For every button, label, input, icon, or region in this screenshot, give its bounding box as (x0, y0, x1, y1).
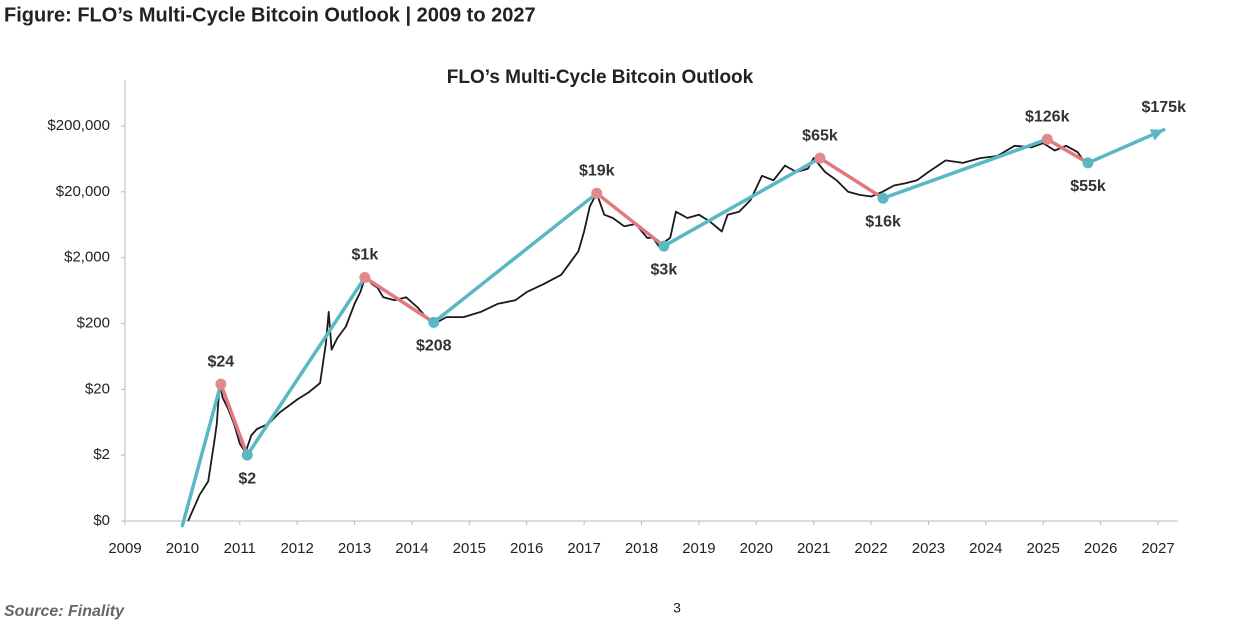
x-tick-label: 2024 (969, 540, 1002, 557)
value-label: $55k (1070, 178, 1106, 195)
y-tick-label: $200 (77, 314, 110, 331)
cycle-point (1082, 157, 1094, 169)
cycle-point (215, 378, 227, 390)
y-tick-label: $2 (93, 446, 110, 463)
cycle-segment (662, 156, 822, 248)
cycle-segment (180, 382, 223, 528)
cycle-point (877, 192, 889, 204)
x-tick-label: 2023 (912, 540, 945, 557)
y-tick-label: $0 (93, 512, 110, 529)
cycle-point (1041, 133, 1053, 145)
value-label: $126k (1025, 108, 1070, 125)
x-tick-label: 2009 (108, 540, 141, 557)
value-label: $24 (207, 353, 234, 370)
x-tick-label: 2027 (1141, 540, 1174, 557)
x-tick-label: 2011 (224, 540, 256, 557)
cycle-segment (1086, 128, 1166, 165)
cycle-segment (219, 382, 249, 457)
x-tick-label: 2012 (280, 540, 313, 557)
price-line (187, 142, 1085, 522)
x-tick-label: 2015 (453, 540, 486, 557)
x-tick-label: 2019 (682, 540, 715, 557)
cycle-segment (881, 137, 1049, 200)
x-tick-label: 2021 (797, 540, 830, 557)
page-title: Figure: FLO’s Multi-Cycle Bitcoin Outloo… (4, 4, 536, 26)
y-tick-label: $20 (85, 380, 110, 397)
value-label: $19k (579, 163, 615, 180)
arrowhead (1149, 129, 1164, 141)
value-label: $1k (352, 247, 379, 264)
x-tick-label: 2020 (740, 540, 773, 557)
cycle-segment (363, 275, 436, 325)
cycle-segment (1045, 137, 1090, 165)
cycle-point (658, 240, 670, 252)
page-number: 3 (673, 600, 681, 616)
cycle-segment (818, 156, 885, 200)
source: Source: Finality (4, 603, 125, 620)
x-tick-label: 2025 (1027, 540, 1060, 557)
cycle-point (814, 152, 826, 164)
value-label: $175k (1141, 99, 1186, 116)
cycle-point (591, 187, 603, 199)
x-tick-label: 2014 (395, 540, 428, 557)
x-tick-label: 2022 (854, 540, 887, 557)
x-tick-label: 2013 (338, 540, 371, 557)
value-label: $16k (865, 213, 901, 230)
y-tick-label: $2,000 (64, 249, 110, 266)
cycle-point (428, 316, 440, 328)
value-label: $3k (651, 261, 678, 278)
value-label: $65k (802, 127, 838, 144)
chart-title: FLO’s Multi-Cycle Bitcoin Outlook (447, 67, 754, 88)
y-tick-label: $20,000 (56, 183, 110, 200)
x-tick-label: 2018 (625, 540, 658, 557)
x-tick-label: 2017 (567, 540, 600, 557)
y-tick-label: $200,000 (47, 117, 110, 134)
value-label: $208 (416, 338, 452, 355)
cycle-point (241, 449, 253, 461)
x-tick-label: 2010 (166, 540, 199, 557)
cycle-point (359, 271, 371, 283)
value-label: $2 (238, 470, 256, 487)
cycle-segment (245, 275, 367, 457)
cycle-segment (594, 191, 666, 248)
x-tick-label: 2016 (510, 540, 543, 557)
cycle-segment (432, 191, 599, 325)
x-tick-label: 2026 (1084, 540, 1117, 557)
